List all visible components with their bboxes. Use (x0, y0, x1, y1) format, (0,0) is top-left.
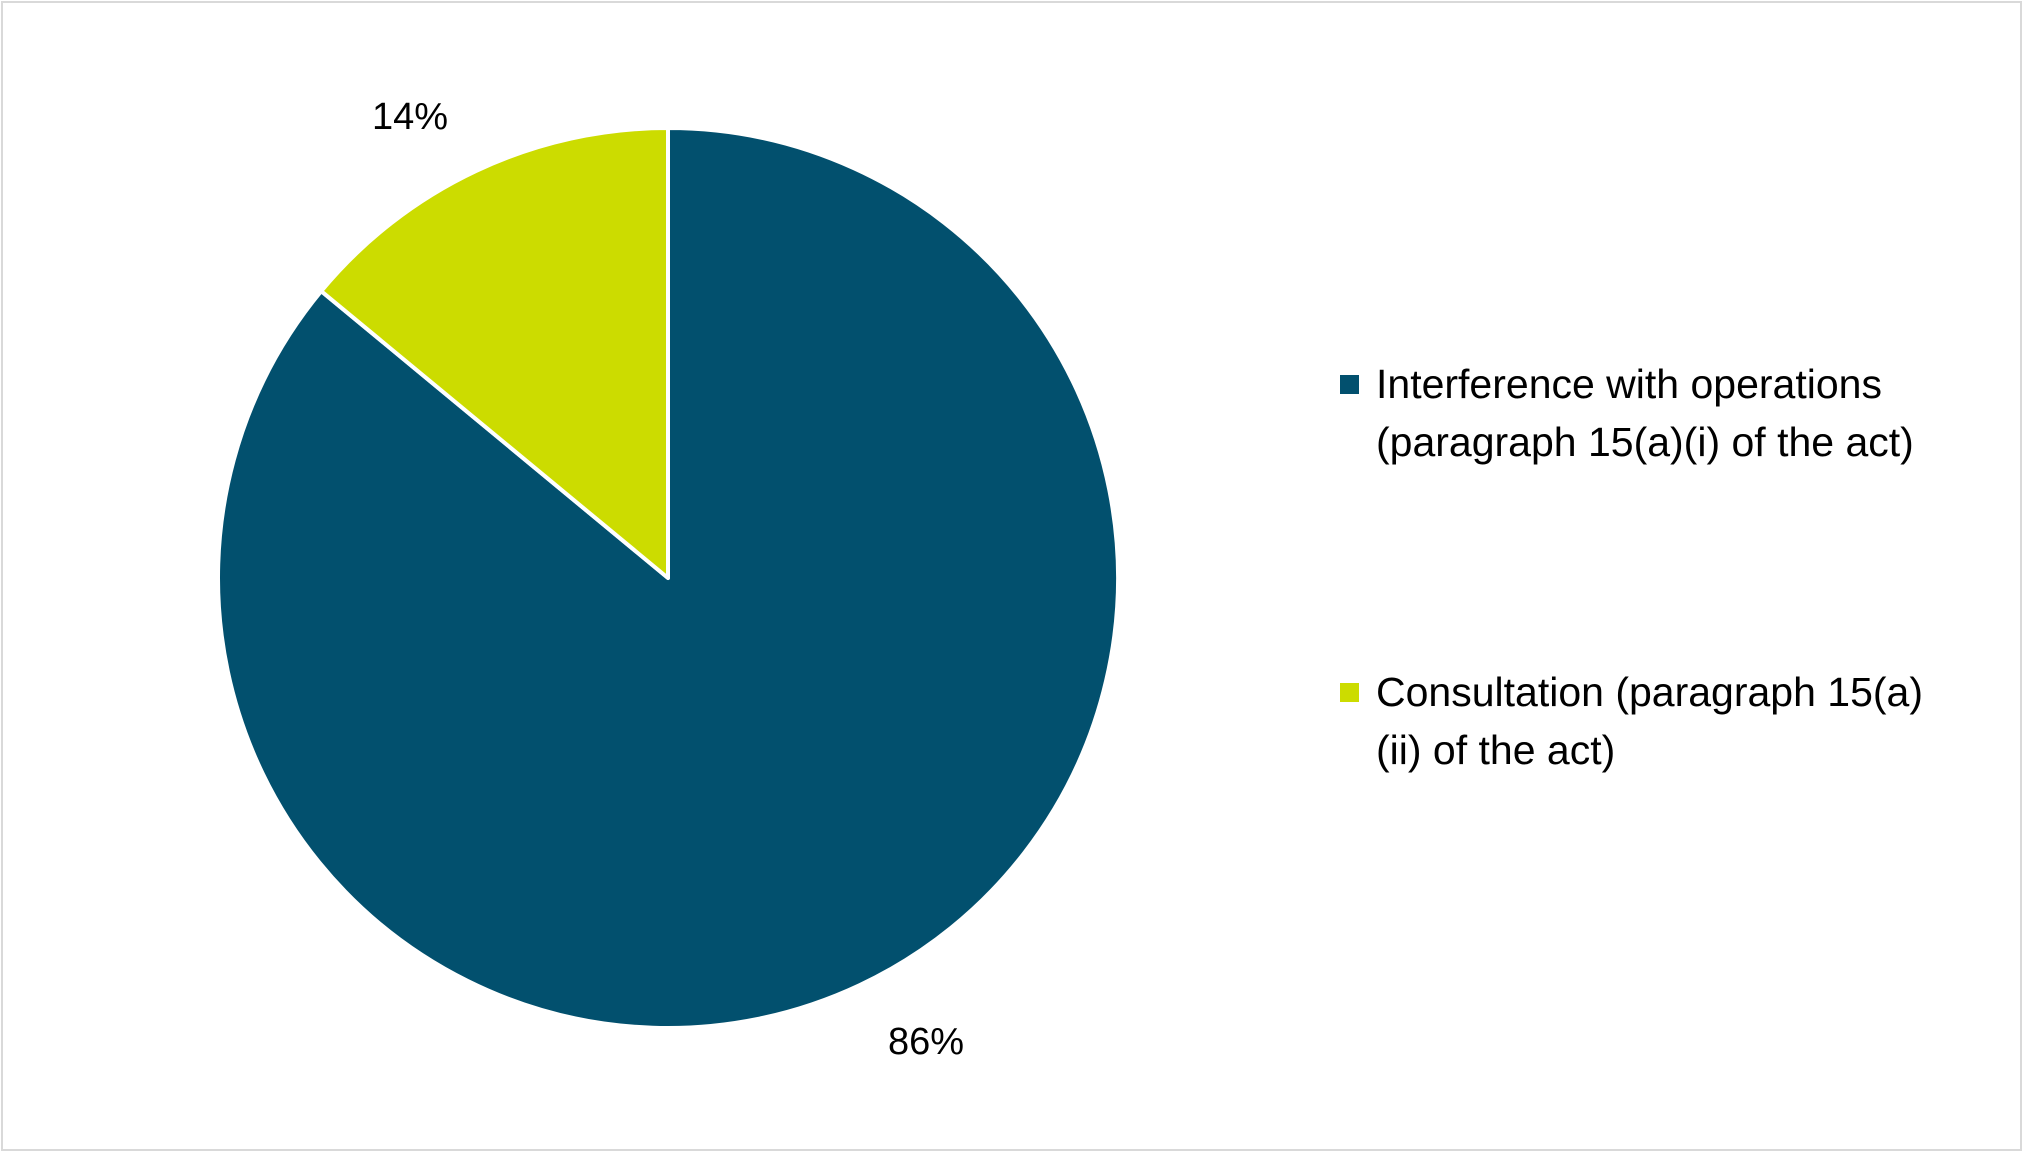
pie-labels: 86% 14% (372, 96, 964, 1063)
legend-label-consultation: Consultation (paragraph 15(a)(ii) of the… (1376, 669, 1923, 773)
legend-item-interference: Interference with operations (paragraph … (1340, 355, 1980, 471)
pie-label-interference: 86% (888, 1021, 964, 1063)
legend-swatch-consultation (1340, 683, 1359, 702)
pie-slice-consultation (319, 126, 670, 580)
legend-item-consultation: Consultation (paragraph 15(a)(ii) of the… (1340, 663, 1980, 779)
pie-label-consultation: 14% (372, 96, 448, 138)
legend-label-interference: Interference with operations (paragraph … (1376, 361, 1914, 465)
pie-slices (216, 126, 1120, 1030)
legend-swatch-interference (1340, 375, 1359, 394)
